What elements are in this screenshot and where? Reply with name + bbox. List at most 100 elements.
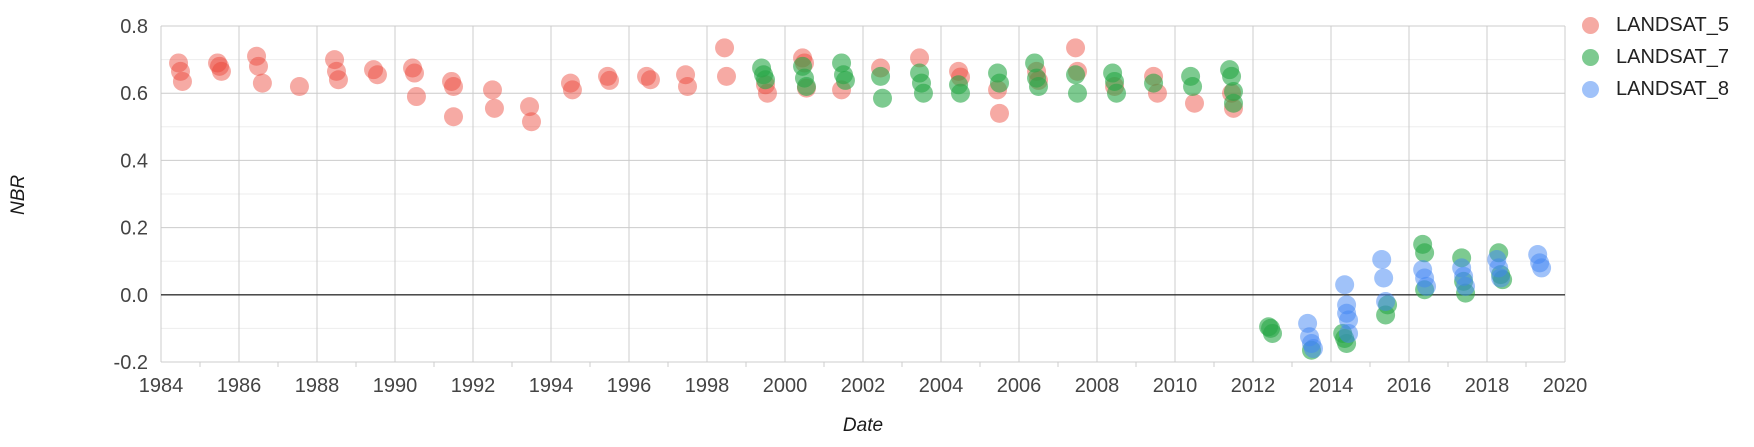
data-point-landsat_8[interactable] [1339,310,1359,330]
data-point-landsat_5[interactable] [715,38,735,58]
data-point-landsat_5[interactable] [483,80,502,100]
data-point-landsat_5[interactable] [990,103,1009,123]
data-point-landsat_5[interactable] [717,66,736,86]
data-point-landsat_7[interactable] [756,70,775,90]
data-point-landsat_8[interactable] [1339,323,1359,343]
data-point-landsat_7[interactable] [835,70,855,90]
data-point-landsat_5[interactable] [484,98,504,118]
data-point-landsat_7[interactable] [1224,93,1243,113]
data-point-landsat_7[interactable] [1066,65,1086,85]
data-point-landsat_8[interactable] [1372,250,1392,270]
x-tick-label: 1996 [607,375,652,397]
legend-swatch-icon [1582,17,1599,34]
data-point-landsat_8[interactable] [1532,258,1552,278]
data-point-landsat_8[interactable] [1335,275,1355,295]
data-point-landsat_5[interactable] [444,76,463,96]
y-tick-label: 0.4 [120,150,148,172]
data-point-landsat_7[interactable] [1025,53,1045,73]
data-point-landsat_5[interactable] [562,80,582,100]
x-tick-label: 2018 [1465,375,1510,397]
legend-item-landsat_8: LANDSAT_8 [1582,78,1729,101]
y-axis-title: NBR [8,174,29,215]
x-tick-label: 2004 [919,375,964,397]
data-point-landsat_5[interactable] [172,71,192,91]
data-point-landsat_5[interactable] [444,107,463,127]
data-point-landsat_7[interactable] [1415,243,1435,263]
data-point-landsat_7[interactable] [871,66,891,86]
data-point-landsat_5[interactable] [289,76,309,96]
data-point-landsat_5[interactable] [522,112,541,132]
data-point-landsat_5[interactable] [403,58,423,78]
data-point-landsat_5[interactable] [678,76,697,96]
data-point-landsat_5[interactable] [406,87,426,107]
data-point-landsat_5[interactable] [210,56,229,76]
data-point-landsat_8[interactable] [1374,268,1394,288]
data-point-landsat_5[interactable] [249,56,268,76]
data-point-landsat_5[interactable] [910,48,930,68]
data-point-landsat_5[interactable] [211,61,231,81]
data-point-landsat_5[interactable] [325,50,345,70]
data-point-landsat_5[interactable] [600,70,619,90]
data-point-landsat_7[interactable] [796,76,816,96]
data-point-landsat_8[interactable] [1491,268,1511,288]
y-tick-label: 0.6 [120,83,148,105]
x-tick-label: 1988 [295,375,340,397]
data-point-landsat_5[interactable] [676,65,696,85]
legend-label: LANDSAT_7 [1616,46,1730,68]
x-tick-label: 2020 [1543,375,1588,397]
data-point-landsat_5[interactable] [327,61,346,81]
data-point-landsat_5[interactable] [171,61,190,81]
data-point-landsat_5[interactable] [367,65,387,85]
data-point-landsat_5[interactable] [561,73,580,93]
data-point-landsat_7[interactable] [1107,83,1126,103]
x-tick-label: 2016 [1387,375,1432,397]
y-tick-label: 0.8 [120,16,148,38]
data-point-landsat_5[interactable] [208,53,228,73]
x-tick-label: 1992 [451,375,496,397]
data-point-landsat_7[interactable] [990,73,1009,93]
x-tick-label: 2012 [1231,375,1276,397]
legend-label: LANDSAT_5 [1616,14,1730,36]
data-point-landsat_5[interactable] [328,70,348,90]
data-point-landsat_7[interactable] [873,88,892,108]
data-point-landsat_5[interactable] [637,66,657,86]
data-point-landsat_7[interactable] [1222,66,1242,86]
x-tick-label: 1984 [139,375,184,397]
data-point-landsat_5[interactable] [247,46,267,66]
data-point-landsat_5[interactable] [949,61,969,81]
data-point-landsat_5[interactable] [405,63,424,83]
data-point-landsat_7[interactable] [1263,323,1282,343]
data-point-landsat_5[interactable] [598,66,618,86]
data-point-landsat_5[interactable] [520,97,540,117]
x-tick-label: 2000 [763,375,808,397]
x-axis-title: Date [842,415,884,436]
data-point-landsat_5[interactable] [364,60,384,80]
data-point-landsat_5[interactable] [1185,93,1204,113]
y-tick-label: 0.0 [120,285,148,307]
data-point-landsat_5[interactable] [1066,38,1086,58]
data-point-landsat_8[interactable] [1456,276,1476,296]
legend-item-landsat_5: LANDSAT_5 [1582,14,1729,37]
legend-item-landsat_7: LANDSAT_7 [1582,46,1729,69]
data-point-landsat_8[interactable] [1376,292,1396,312]
x-tick-label: 2002 [841,375,886,397]
data-point-landsat_5[interactable] [640,70,660,90]
x-tick-label: 1998 [685,375,730,397]
data-point-landsat_7[interactable] [1029,76,1048,96]
data-point-landsat_8[interactable] [1303,339,1323,359]
data-point-landsat_7[interactable] [1144,73,1164,93]
data-point-landsat_8[interactable] [1417,276,1437,296]
legend: LANDSAT_5 LANDSAT_7 LANDSAT_8 [1582,14,1729,101]
y-tick-label: -0.2 [114,352,148,374]
x-tick-label: 2014 [1309,375,1354,397]
data-point-landsat_7[interactable] [951,83,970,103]
data-point-landsat_5[interactable] [252,73,272,93]
data-point-landsat_7[interactable] [1068,83,1087,103]
data-point-landsat_5[interactable] [169,53,189,73]
data-point-landsat_7[interactable] [913,83,933,103]
data-point-landsat_7[interactable] [1183,76,1203,96]
x-tick-label: 2010 [1153,375,1198,397]
data-point-landsat_5[interactable] [442,71,462,91]
